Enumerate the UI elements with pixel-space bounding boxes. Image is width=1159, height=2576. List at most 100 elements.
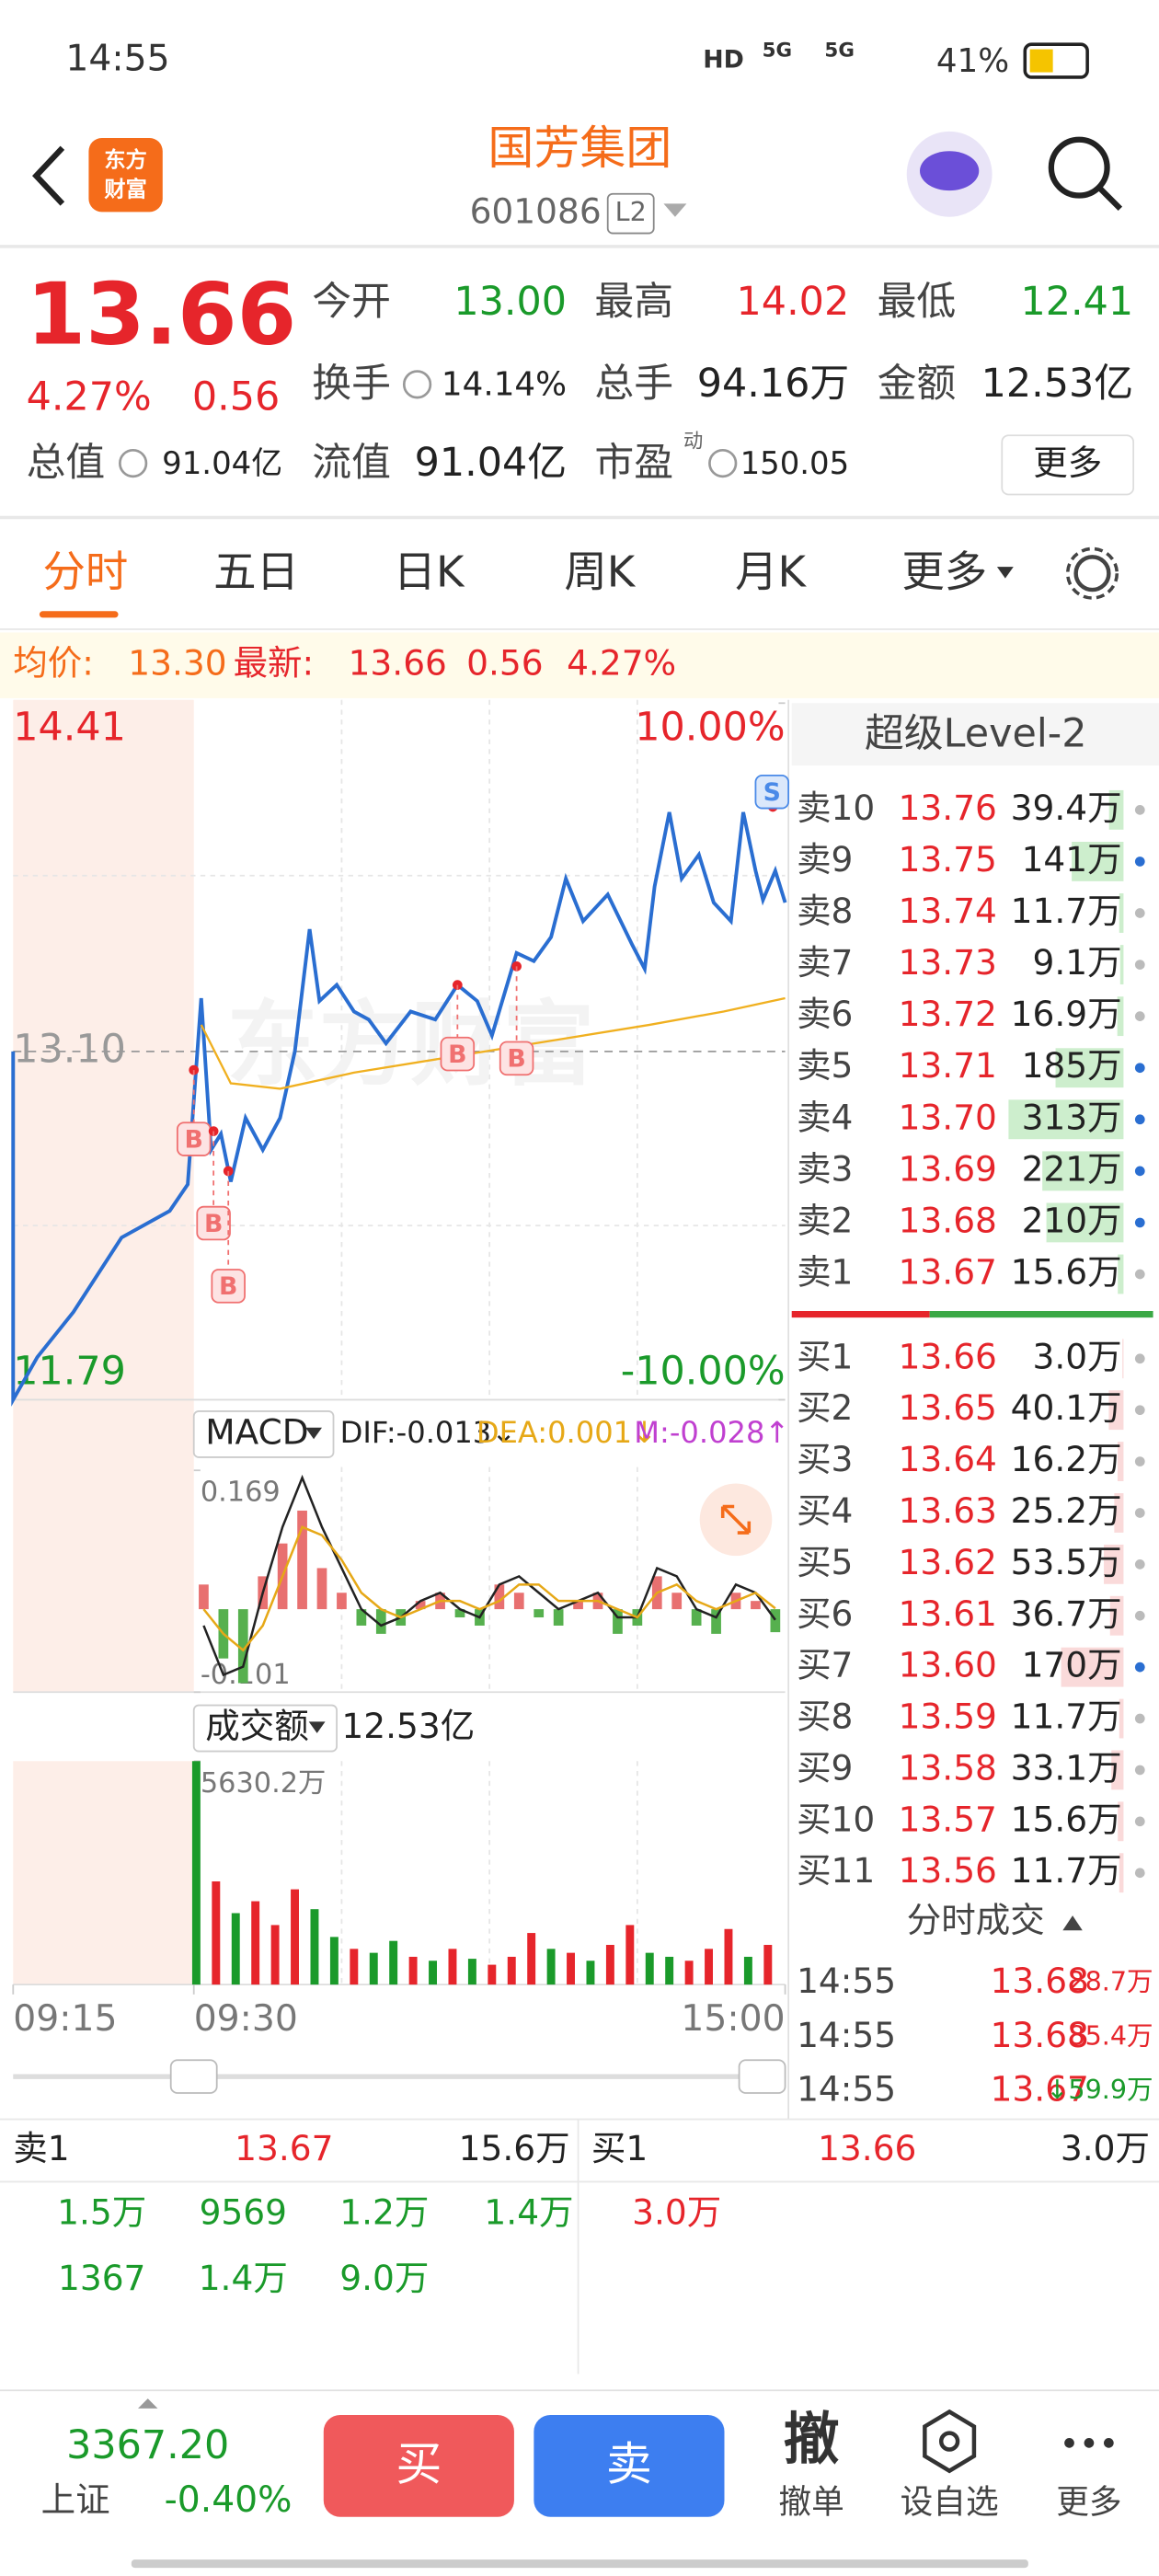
- expand-caret[interactable]: [138, 2398, 158, 2409]
- book-level: 卖9: [797, 839, 853, 880]
- book-volume: 15.6万: [1011, 1799, 1122, 1839]
- queue-order: 1.4万: [199, 2258, 288, 2298]
- book-volume: 221万: [1022, 1148, 1122, 1189]
- queue-order: 9.0万: [339, 2258, 429, 2298]
- search-handle: [1096, 185, 1123, 211]
- field-value: 150.05: [740, 445, 850, 481]
- book-price: 13.66: [899, 1336, 997, 1376]
- book-dot: [1134, 1713, 1145, 1724]
- dif-line: [202, 1474, 776, 1677]
- book-volume: 25.2万: [1011, 1490, 1122, 1531]
- depth-bar: [1119, 1853, 1124, 1893]
- book-volume: 39.4万: [1011, 788, 1122, 828]
- macd-bar: [356, 1609, 367, 1626]
- info-icon: [402, 370, 432, 399]
- volume-bar: [567, 1952, 575, 1985]
- book-level: 买7: [797, 1645, 853, 1685]
- book-dot: [1134, 1114, 1145, 1125]
- volume-bar: [507, 1956, 516, 1985]
- tab[interactable]: 分时: [42, 547, 128, 597]
- book-price: 13.68: [899, 1200, 997, 1240]
- book-volume: 185万: [1022, 1045, 1122, 1086]
- marker-label: B: [185, 1125, 203, 1154]
- tab[interactable]: 五日: [213, 547, 299, 597]
- trade-price: 13.67: [991, 2069, 1089, 2110]
- book-price: 13.69: [899, 1148, 997, 1189]
- field-label: 最高: [594, 279, 673, 325]
- book-price: 13.56: [899, 1850, 997, 1891]
- more-button[interactable]: [1001, 434, 1135, 496]
- trades-title[interactable]: 分时成交: [907, 1900, 1045, 1940]
- info-avg: 13.30: [128, 643, 226, 684]
- slider-handle[interactable]: [738, 2059, 786, 2094]
- tab-indicator: [39, 611, 119, 618]
- indicator-caret: [305, 1427, 323, 1440]
- info-change-pct: 4.27%: [567, 643, 676, 684]
- book-volume: 11.7万: [1011, 1850, 1122, 1891]
- y-tick-label: 14.41: [13, 704, 126, 750]
- slider-handle[interactable]: [169, 2059, 218, 2094]
- buy-label[interactable]: 买: [396, 2438, 442, 2491]
- trade-volume: 85.4万: [1068, 2019, 1153, 2051]
- queue-label: 买1: [591, 2128, 648, 2168]
- index-value: 3367.20: [66, 2422, 229, 2468]
- book-level: 买9: [797, 1747, 853, 1788]
- book-volume: 11.7万: [1011, 1696, 1122, 1737]
- field-label: 市盈: [594, 440, 673, 486]
- volume-bar: [429, 1961, 438, 1985]
- marker-label: B: [204, 1210, 223, 1238]
- book-level: 买11: [797, 1850, 875, 1891]
- indicator-select[interactable]: [192, 1410, 335, 1458]
- trade-time: 14:55: [797, 2015, 896, 2055]
- volume-bar: [448, 1949, 457, 1985]
- field-value: 12.41: [1020, 279, 1133, 325]
- macd-bar: [297, 1510, 307, 1610]
- sell-label[interactable]: 卖: [606, 2438, 652, 2491]
- book-level: 买1: [797, 1336, 853, 1376]
- tab[interactable]: 周K: [564, 547, 636, 597]
- book-volume: 141万: [1022, 839, 1122, 880]
- volume-bar: [488, 1964, 497, 1985]
- marker-label: S: [763, 778, 781, 807]
- sell-button[interactable]: [534, 2415, 725, 2517]
- marker-label: B: [448, 1041, 466, 1069]
- settings-button[interactable]: [1073, 555, 1111, 592]
- macd-bar: [494, 1584, 505, 1610]
- book-price: 13.59: [899, 1696, 997, 1737]
- tab[interactable]: 更多: [901, 547, 987, 597]
- book-dot: [1134, 1405, 1145, 1416]
- book-dot: [1134, 1508, 1145, 1518]
- book-price: 13.74: [899, 891, 997, 931]
- macd-bar: [337, 1593, 347, 1610]
- book-dot: [1134, 1816, 1145, 1827]
- watch-icon[interactable]: [923, 2409, 977, 2474]
- info-change: 0.56: [466, 643, 543, 684]
- tab[interactable]: 日K: [394, 547, 465, 597]
- book-dot: [1134, 1166, 1145, 1177]
- tab[interactable]: 月K: [735, 547, 807, 597]
- logo-text: 东方: [104, 148, 146, 173]
- volume-bar: [625, 1925, 635, 1985]
- buy-button[interactable]: [323, 2415, 514, 2517]
- macd-bar: [316, 1568, 327, 1610]
- trades-caret: [1062, 1915, 1083, 1931]
- more-dot[interactable]: [1064, 2438, 1074, 2448]
- macd-bar: [237, 1609, 248, 1684]
- cancel-label[interactable]: 撤单: [778, 2483, 843, 2521]
- cancel-icon[interactable]: 撤: [784, 2408, 840, 2472]
- book-volume: 313万: [1022, 1097, 1122, 1137]
- watch-label[interactable]: 设自选: [901, 2483, 999, 2521]
- indicator-select[interactable]: [192, 1704, 338, 1753]
- back-button[interactable]: [31, 145, 65, 206]
- trade-volume: 28.7万: [1068, 1965, 1153, 1996]
- search-button[interactable]: [1048, 136, 1110, 199]
- info-bar-bg: [0, 632, 1159, 698]
- book-level: 卖2: [797, 1200, 853, 1240]
- trade-time: 14:55: [797, 1961, 896, 2001]
- more-label[interactable]: 更多: [1056, 2483, 1121, 2521]
- book-split-buy: [929, 1311, 1153, 1318]
- trade-volume: ↓59.9万: [1046, 2074, 1153, 2105]
- more-dot: [1084, 2438, 1095, 2448]
- last-price: 13.66: [27, 265, 297, 364]
